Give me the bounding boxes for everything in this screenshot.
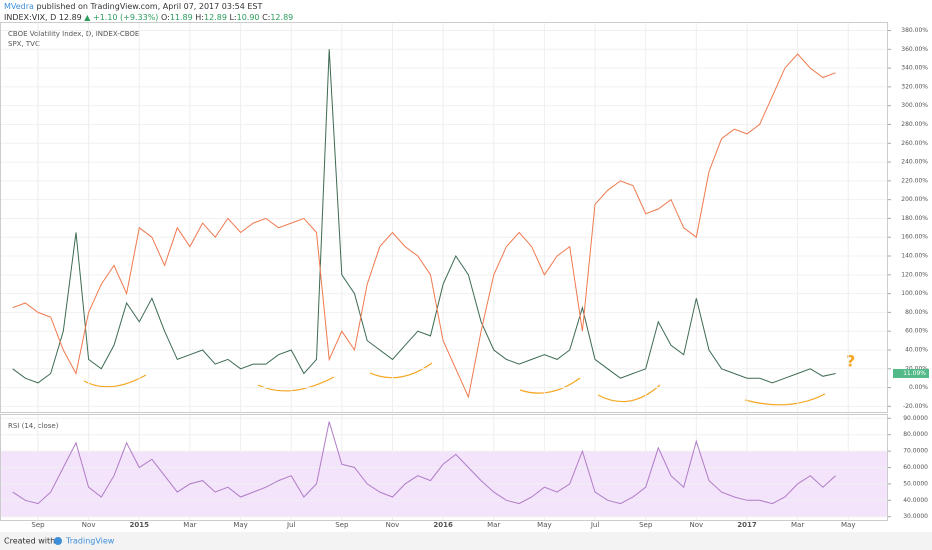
last-price-box bbox=[893, 368, 929, 378]
x-tick-label: 2017 bbox=[737, 521, 757, 529]
high: 12.89 bbox=[204, 13, 227, 22]
symbol-line: INDEX:VIX, D 12.89 ▲ +1.10 (+9.33%) O:11… bbox=[4, 13, 293, 22]
series-line bbox=[12, 53, 836, 399]
x-tick-label: May bbox=[537, 521, 551, 529]
main-pane bbox=[0, 22, 888, 413]
y-tick-label: 70.0000 bbox=[903, 448, 928, 455]
l-label: L: bbox=[229, 13, 236, 22]
x-tick-label: Mar bbox=[183, 521, 196, 529]
y-tick-label: 90.0000 bbox=[903, 415, 928, 422]
arrow bbox=[597, 384, 661, 403]
x-tick-label: Jul bbox=[286, 521, 296, 529]
h-label: H: bbox=[195, 13, 204, 22]
y-tick-label: 320.00% bbox=[901, 83, 928, 90]
y-tick-label: 240.00% bbox=[901, 159, 928, 166]
c-label: C: bbox=[262, 13, 270, 22]
x-tick-label: Nov bbox=[386, 521, 400, 529]
y-tick-label: 40.0000 bbox=[903, 497, 928, 504]
x-tick-label: 2016 bbox=[433, 521, 453, 529]
y-tick-label: 30.0000 bbox=[903, 513, 928, 520]
x-tick-label: Sep bbox=[639, 521, 653, 529]
y-tick-label: 80.0000 bbox=[903, 431, 928, 438]
logo bbox=[54, 537, 62, 545]
change: +1.10 (+9.33%) bbox=[93, 13, 158, 22]
y-tick-label: 380.00% bbox=[901, 27, 928, 34]
y-tick-label: 50.0000 bbox=[903, 480, 928, 487]
x-tick-label: Mar bbox=[487, 521, 500, 529]
legend-spx: SPX, TVC bbox=[8, 40, 40, 48]
price: 12.89 bbox=[59, 13, 82, 22]
y-tick-label: 180.00% bbox=[901, 215, 928, 222]
arrow bbox=[744, 393, 826, 406]
y-tick-label: 140.00% bbox=[901, 253, 928, 260]
brand[interactable]: TradingView bbox=[65, 537, 115, 546]
y-tick-label: -20.00% bbox=[903, 403, 928, 410]
x-tick-label: Mar bbox=[791, 521, 804, 529]
rsi-title: RSI (14, close) bbox=[8, 422, 59, 430]
last-price-label: 11.09% bbox=[903, 370, 926, 377]
open: 11.89 bbox=[170, 13, 193, 22]
y-tick-label: 60.0000 bbox=[903, 464, 928, 471]
x-tick-label: Nov bbox=[82, 521, 96, 529]
series-line bbox=[12, 49, 836, 384]
legend-vix: CBOE Volatility Index, D, INDEX-CBOE bbox=[8, 30, 139, 38]
symbol: INDEX:VIX, D bbox=[4, 13, 56, 22]
author[interactable]: MVedra bbox=[4, 2, 34, 11]
x-tick-label: Jul bbox=[590, 521, 600, 529]
x-tick-label: Nov bbox=[689, 521, 703, 529]
y-tick-label: 220.00% bbox=[901, 177, 928, 184]
y-tick-label: 0.00% bbox=[909, 384, 928, 391]
y-tick-label: 80.00% bbox=[905, 309, 928, 316]
x-tick-label: May bbox=[233, 521, 247, 529]
y-tick-label: 280.00% bbox=[901, 121, 928, 128]
series-line bbox=[12, 421, 836, 505]
o-label: O: bbox=[161, 13, 170, 22]
arrow: ▲ bbox=[84, 13, 91, 22]
y-tick-label: 100.00% bbox=[901, 290, 928, 297]
x-tick-label: Sep bbox=[335, 521, 349, 529]
arrow bbox=[519, 377, 581, 394]
y-tick-label: 340.00% bbox=[901, 65, 928, 72]
created-with: Created with bbox=[4, 537, 55, 546]
published: published on TradingView.com, April 07, … bbox=[37, 2, 263, 11]
y-tick-label: 260.00% bbox=[901, 140, 928, 147]
close: 12.89 bbox=[270, 13, 293, 22]
x-tick-label: Sep bbox=[31, 521, 45, 529]
x-tick-label: May bbox=[841, 521, 855, 529]
arrow bbox=[369, 362, 433, 379]
y-tick-label: 160.00% bbox=[901, 234, 928, 241]
y-tick-label: 40.00% bbox=[905, 346, 928, 353]
y-tick-label: 200.00% bbox=[901, 196, 928, 203]
y-tick-label: 120.00% bbox=[901, 271, 928, 278]
y-tick-label: 360.00% bbox=[901, 46, 928, 53]
y-tick-label: 20.00% bbox=[905, 365, 928, 372]
y-tick-label: 60.00% bbox=[905, 328, 928, 335]
header-line: MVedra published on TradingView.com, Apr… bbox=[4, 2, 263, 11]
rsi-pane bbox=[0, 414, 888, 521]
footer-bar bbox=[0, 532, 932, 550]
y-tick-label: 300.00% bbox=[901, 102, 928, 109]
x-tick-label: 2015 bbox=[130, 521, 150, 529]
low: 10.90 bbox=[237, 13, 260, 22]
annotation: ? bbox=[846, 352, 855, 371]
